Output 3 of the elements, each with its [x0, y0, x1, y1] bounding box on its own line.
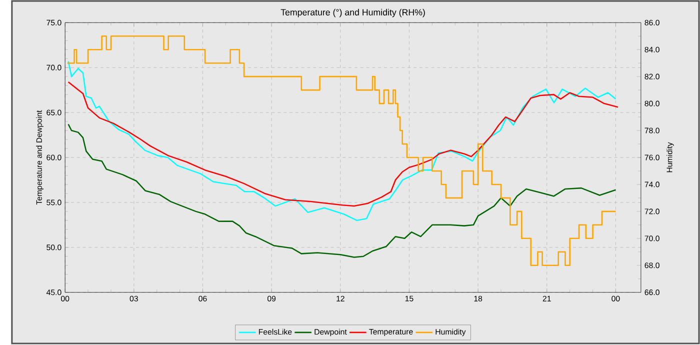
line-series [68, 82, 619, 207]
chart-title: Temperature (°) and Humidity (RH%) [280, 9, 425, 18]
line-series [68, 60, 616, 222]
